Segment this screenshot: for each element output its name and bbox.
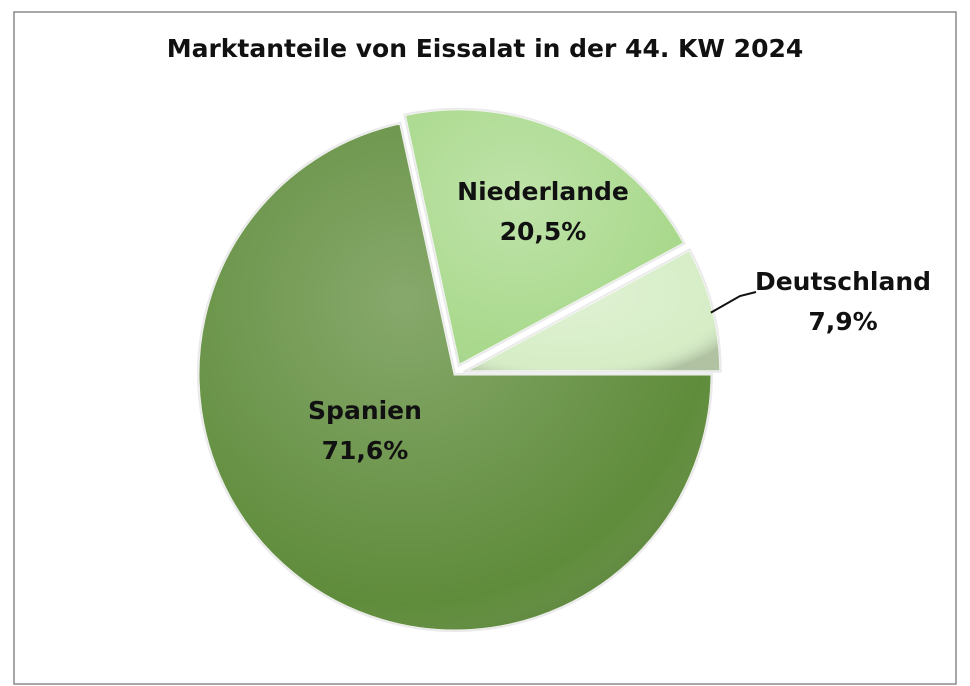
slice-value-label: 71,6% [322, 436, 409, 465]
slice-label: Deutschland [755, 267, 931, 296]
slice-shade [196, 121, 714, 633]
slice-shade [402, 107, 687, 369]
slice-value-label: 20,5% [500, 217, 587, 246]
slice-shade [463, 247, 723, 374]
leader-line [710, 291, 757, 314]
slice-label: Niederlande [457, 177, 629, 206]
slice-label: Spanien [308, 396, 422, 425]
chart-title: Marktanteile von Eissalat in der 44. KW … [167, 34, 804, 63]
slice-value-label: 7,9% [808, 307, 877, 336]
